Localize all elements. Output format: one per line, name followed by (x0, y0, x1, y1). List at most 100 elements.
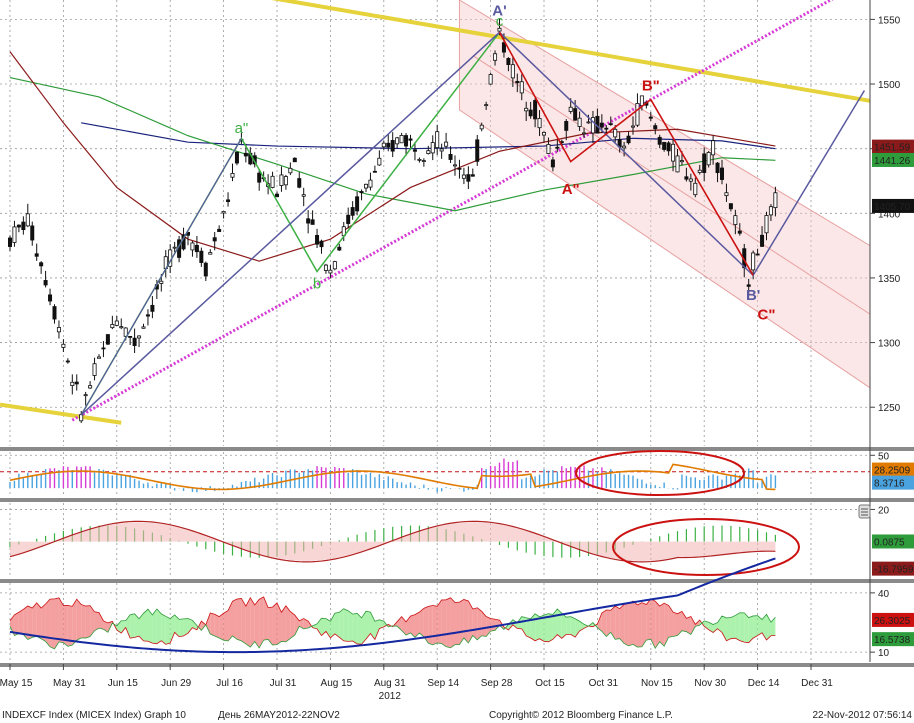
osc3-cloud-segment (205, 613, 211, 635)
y-tick-label: 1250 (878, 403, 901, 414)
osc3-cloud-segment (139, 613, 144, 641)
candle-body (751, 252, 756, 271)
osc3-cloud-segment (210, 613, 215, 637)
candle-body (524, 107, 529, 112)
candle-body (97, 356, 102, 359)
osc3-cloud-segment (94, 611, 99, 631)
osc3-cloud-segment (348, 610, 353, 642)
osc3-cloud-segment (41, 604, 46, 642)
candle-body (426, 150, 431, 154)
osc3-cloud-segment (646, 598, 651, 641)
candle-body (693, 182, 698, 196)
candle-body (733, 215, 738, 225)
panel-settings-icon[interactable] (858, 504, 871, 519)
candle-body (573, 108, 578, 121)
candle-body (444, 141, 449, 147)
candle-body (675, 155, 680, 173)
osc3-cloud-segment (294, 615, 300, 636)
osc3-cloud-segment (713, 622, 718, 633)
osc3-cloud-segment (557, 608, 562, 639)
osc3-cloud-segment (103, 620, 108, 633)
price-tag-label: 8.3716 (874, 479, 905, 490)
candle-body (145, 314, 150, 317)
candle-body (715, 162, 720, 174)
osc3-cloud-segment (76, 599, 82, 641)
osc3-cloud-segment (67, 605, 73, 647)
candle-body (639, 95, 644, 107)
price-tag (872, 198, 914, 213)
osc3-cloud-segment (748, 615, 754, 643)
candle-body (128, 335, 133, 338)
price-tag (872, 534, 914, 549)
candle-body (74, 381, 79, 385)
osc3-cloud-segment (633, 601, 638, 648)
osc3-cloud-segment (161, 613, 166, 645)
y-tick-label: 1400 (878, 209, 901, 220)
candle-body (510, 64, 515, 79)
candle-body (657, 136, 662, 145)
osc3-cloud-segment (561, 613, 567, 639)
candle-body (773, 192, 778, 209)
osc3-cloud-segment (468, 600, 473, 644)
osc3-cloud-segment (366, 611, 371, 640)
panel-separator (0, 447, 914, 451)
x-tick-label: Sep 28 (481, 678, 513, 689)
osc3-cloud-segment (299, 618, 304, 629)
x-tick-label: Jul 16 (216, 678, 243, 689)
x-tick-label: Dec 14 (748, 678, 780, 689)
osc3-blue-line (9, 557, 776, 654)
x-tick-label: May 15 (0, 678, 33, 689)
osc3-cloud-segment (165, 616, 171, 645)
candle-body (706, 152, 711, 166)
candle-body (457, 167, 462, 170)
osc3-cloud-segment (268, 607, 273, 645)
osc3-cloud-segment (334, 612, 340, 638)
ma_maroon-line (9, 51, 776, 262)
price-tag (872, 152, 914, 167)
osc3-cloud-segment (321, 618, 326, 636)
candle-body (337, 246, 342, 251)
osc3-cloud-segment (14, 612, 19, 636)
candle-body (79, 414, 84, 422)
wave-label: c (496, 13, 504, 30)
candle-body (16, 224, 21, 228)
candle-body (190, 242, 195, 251)
candle-body (159, 280, 164, 284)
osc3-cloud-segment (757, 615, 763, 636)
osc3-cloud-segment (45, 599, 51, 647)
candle-body (475, 139, 480, 162)
osc3-cloud-segment (254, 599, 260, 648)
candle-body (306, 218, 311, 224)
osc3-cloud-segment (241, 598, 246, 644)
osc3-cloud-segment (401, 616, 407, 636)
osc3-cloud-segment (99, 612, 104, 630)
candle-body (648, 116, 653, 119)
price-tags: 1451.59 1441.26 1405.70 28.2509 8.3716 0.0875… (872, 139, 914, 647)
osc3-cloud-segment (10, 614, 15, 636)
osc3-cloud-segment (357, 613, 362, 645)
osc3-cloud-segment (374, 619, 380, 640)
candle-body (70, 381, 75, 386)
candle-body (622, 145, 627, 149)
wave-label: a" (235, 120, 249, 137)
candle-body (586, 121, 591, 124)
osc3-cloud-segment (143, 609, 148, 642)
osc3-cloud-segment (481, 611, 487, 637)
candle-body (626, 135, 631, 144)
osc3-cloud-segment (495, 619, 500, 631)
candle-body (52, 306, 57, 320)
candle-body (230, 173, 235, 178)
candle-body (395, 137, 400, 145)
candle-body (386, 142, 391, 148)
osc3-cloud-segment (432, 605, 438, 645)
footer-security: INDEXCF Index (MICEX Index) Graph 10 (2, 710, 186, 721)
candle-body (359, 191, 364, 194)
osc3-cloud-segment (134, 613, 140, 638)
candle-body (363, 183, 368, 189)
osc3-cloud-segment (259, 596, 264, 648)
candle-body (123, 327, 128, 337)
candle-body (150, 304, 155, 312)
oscillator-2 (9, 518, 800, 576)
candle-body (479, 124, 484, 130)
candle-body (34, 253, 39, 257)
